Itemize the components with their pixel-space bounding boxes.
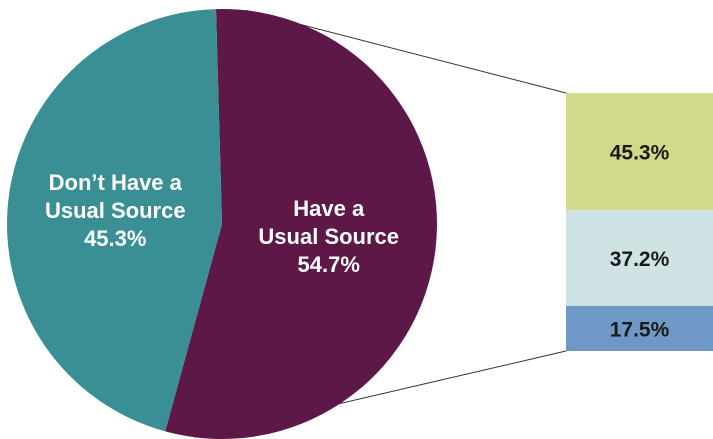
pie-label-0-line-2: 54.7% xyxy=(298,252,360,277)
bar-segment-label-0: 45.3% xyxy=(610,141,670,164)
bar-segment-label-1: 37.2% xyxy=(610,248,670,271)
pie xyxy=(7,8,437,439)
bar-segment-2 xyxy=(566,305,713,351)
bar-segment-0 xyxy=(566,93,713,210)
bar-segment-label-2: 17.5% xyxy=(610,318,670,341)
bar-segment-1 xyxy=(566,209,713,306)
pie-label-1-line-0: Don’t Have a xyxy=(49,170,183,195)
pie-label-1-line-1: Usual Source xyxy=(45,198,186,223)
pie-label-0-line-1: Usual Source xyxy=(258,224,399,249)
pie-slice-0 xyxy=(165,8,437,439)
pie-label-0-line-0: Have a xyxy=(293,196,365,221)
pie-label-1-line-2: 45.3% xyxy=(84,226,146,251)
pie-labels: Have a Usual Source 54.7% Don’t Have a Usual… xyxy=(45,170,399,277)
breakdown-bar: 45.3% 37.2% 17.5% xyxy=(566,93,713,351)
pie-slice-1 xyxy=(7,9,223,432)
